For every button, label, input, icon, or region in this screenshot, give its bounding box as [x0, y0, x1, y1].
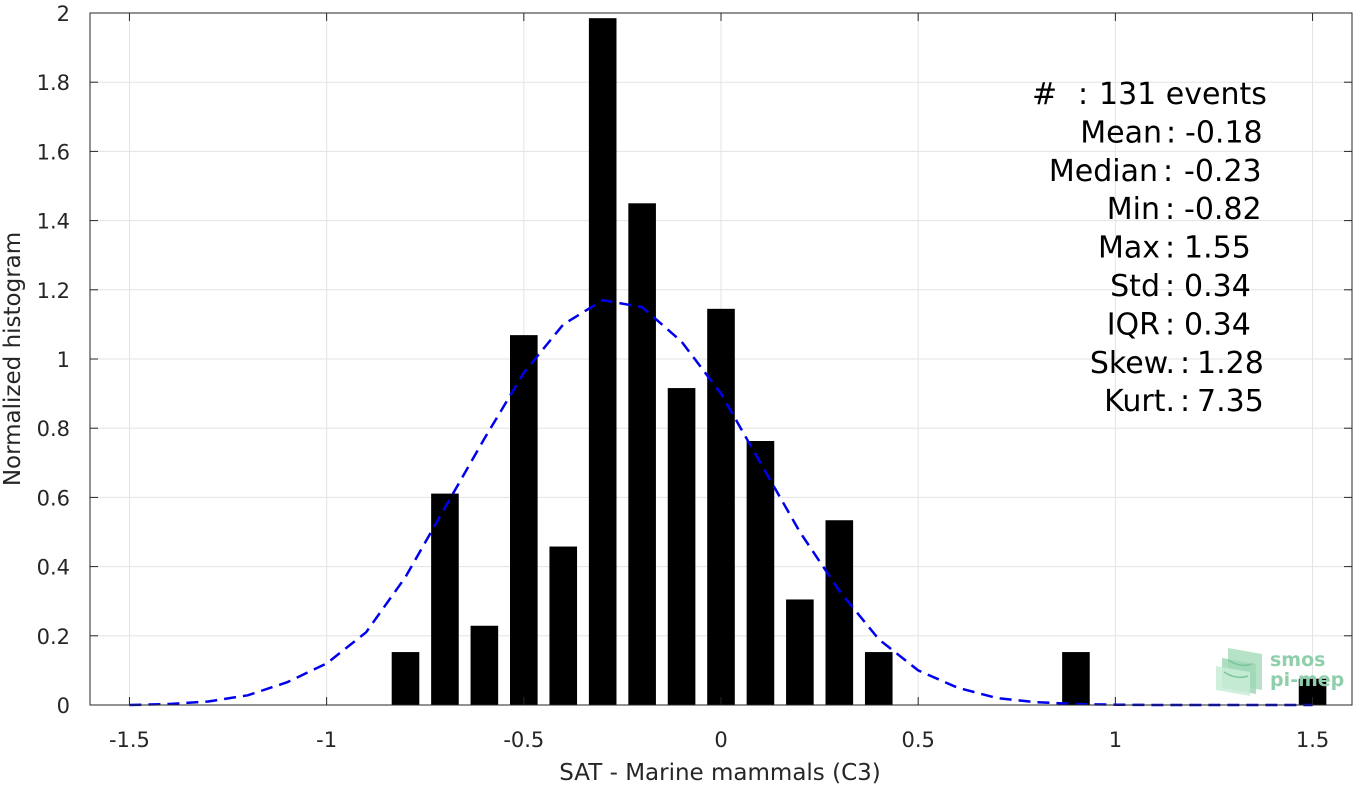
stat-label-6: IQR [1107, 307, 1160, 342]
ticks [90, 12, 1352, 706]
stat-value-3: -0.82 [1184, 192, 1262, 227]
stat-colon-7: : [1180, 346, 1190, 381]
stat-value-2: -0.23 [1184, 154, 1262, 189]
histogram-bar-1 [431, 493, 459, 705]
histogram-bar-4 [549, 546, 578, 705]
stat-colon-5: : [1165, 269, 1175, 304]
stat-value-8: 7.35 [1197, 384, 1264, 419]
stat-label-2: Median [1049, 154, 1158, 189]
x-tick-labels: -1.5 -1 -0.5 0 0.5 1 1.5 [109, 728, 1329, 752]
stat-colon-3: : [1165, 192, 1175, 227]
histogram-bar-3 [510, 335, 538, 705]
y-tick-label-8: 1.6 [37, 140, 70, 164]
stat-label-7: Skew. [1090, 346, 1175, 381]
stat-value-0: 131 events [1099, 77, 1267, 112]
histogram-bar-11 [825, 520, 854, 705]
histogram-bar-8 [707, 308, 735, 705]
x-tick-label-0: -1.5 [109, 728, 150, 752]
y-tick-label-4: 0.8 [37, 417, 70, 441]
stat-value-5: 0.34 [1184, 269, 1251, 304]
stat-colon-8: : [1180, 384, 1190, 419]
stat-colon-0: : [1078, 77, 1088, 112]
stat-label-1: Mean [1080, 115, 1162, 150]
histogram-bar-0 [391, 652, 420, 705]
y-tick-label-7: 1.4 [37, 210, 70, 234]
stat-label-8: Kurt. [1104, 384, 1175, 419]
histogram-bar-9 [746, 441, 775, 705]
histogram-bar-5 [588, 18, 617, 705]
histogram-bar-6 [628, 203, 656, 706]
logo: smos pi-mep [1216, 648, 1344, 696]
y-tick-label-10: 2 [57, 2, 70, 26]
histogram-bar-12 [864, 652, 893, 705]
logo-text-line2: pi-mep [1270, 669, 1344, 691]
stat-value-6: 0.34 [1184, 307, 1251, 342]
logo-text-line1: smos [1270, 649, 1325, 671]
x-tick-label-3: 0 [714, 728, 727, 752]
x-axis-label: SAT - Marine mammals (C3) [559, 760, 881, 785]
x-tick-label-6: 1.5 [1296, 728, 1329, 752]
stat-value-7: 1.28 [1197, 346, 1264, 381]
stat-label-3: Min [1107, 192, 1160, 227]
stat-colon-2: : [1163, 154, 1173, 189]
stat-label-4: Max [1098, 231, 1160, 266]
x-tick-label-2: -0.5 [503, 728, 544, 752]
histogram-bar-7 [667, 388, 696, 705]
stat-label-0: # [1032, 77, 1057, 112]
stat-colon-6: : [1165, 307, 1175, 342]
stat-colon-1: : [1166, 115, 1176, 150]
x-tick-label-1: -1 [316, 728, 337, 752]
y-tick-label-1: 0.2 [37, 625, 70, 649]
histogram-bar-2 [470, 625, 499, 705]
stat-value-1: -0.18 [1185, 115, 1263, 150]
y-tick-label-2: 0.4 [37, 556, 70, 580]
y-tick-label-0: 0 [57, 694, 70, 718]
x-tick-label-5: 1 [1109, 728, 1122, 752]
y-tick-labels: 0 0.2 0.4 0.6 0.8 1 1.2 1.4 1.6 1.8 2 [37, 2, 70, 718]
histogram-bar-10 [786, 599, 814, 705]
y-tick-label-3: 0.6 [37, 486, 70, 510]
y-tick-label-6: 1.2 [37, 279, 70, 303]
y-tick-label-5: 1 [57, 348, 70, 372]
stat-label-5: Std [1110, 269, 1160, 304]
y-tick-label-9: 1.8 [37, 71, 70, 95]
histogram-bar-13 [1062, 652, 1090, 705]
stat-value-4: 1.55 [1184, 231, 1251, 266]
stat-colon-4: : [1165, 231, 1175, 266]
x-tick-label-4: 0.5 [901, 728, 934, 752]
y-axis-label: Normalized histogram [0, 232, 26, 486]
smos-pi-mep-logo-icon [1216, 648, 1262, 696]
bars [391, 18, 1327, 706]
